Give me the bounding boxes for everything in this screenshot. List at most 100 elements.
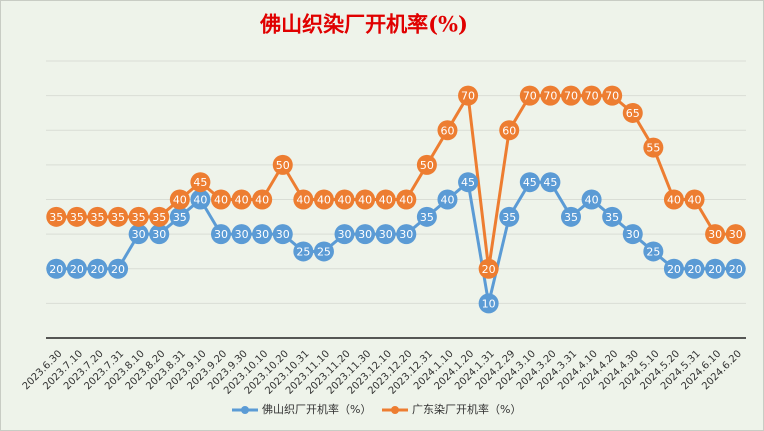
point bbox=[293, 189, 314, 210]
value-label: 30 bbox=[214, 228, 228, 241]
point bbox=[663, 258, 684, 279]
value-label: 40 bbox=[255, 194, 269, 207]
value-label: 20 bbox=[667, 263, 681, 276]
value-label: 30 bbox=[729, 228, 743, 241]
point bbox=[643, 241, 664, 262]
value-label: 35 bbox=[605, 211, 619, 224]
point bbox=[334, 189, 355, 210]
value-label: 35 bbox=[111, 211, 125, 224]
point bbox=[725, 224, 746, 245]
legend-swatch-dot bbox=[241, 406, 249, 414]
value-label: 45 bbox=[543, 176, 557, 189]
point bbox=[108, 258, 129, 279]
point bbox=[375, 224, 396, 245]
value-label: 30 bbox=[708, 228, 722, 241]
value-label: 70 bbox=[564, 90, 578, 103]
value-label: 35 bbox=[49, 211, 63, 224]
point bbox=[416, 154, 437, 175]
value-label: 65 bbox=[626, 107, 640, 120]
point bbox=[622, 102, 643, 123]
point bbox=[725, 258, 746, 279]
value-label: 40 bbox=[173, 194, 187, 207]
point bbox=[540, 172, 561, 193]
point bbox=[684, 189, 705, 210]
value-label: 20 bbox=[482, 263, 496, 276]
point bbox=[396, 224, 417, 245]
value-label: 35 bbox=[173, 211, 187, 224]
point bbox=[313, 189, 334, 210]
value-label: 50 bbox=[420, 159, 434, 172]
value-label: 40 bbox=[193, 194, 207, 207]
point bbox=[46, 206, 67, 227]
point bbox=[231, 189, 252, 210]
point bbox=[252, 224, 273, 245]
value-label: 40 bbox=[235, 194, 249, 207]
value-label: 35 bbox=[564, 211, 578, 224]
value-label: 30 bbox=[255, 228, 269, 241]
point bbox=[519, 172, 540, 193]
point bbox=[663, 189, 684, 210]
point bbox=[622, 224, 643, 245]
value-label: 40 bbox=[440, 194, 454, 207]
point bbox=[602, 85, 623, 106]
chart-title: 佛山织染厂开机率(%) bbox=[259, 12, 468, 37]
point bbox=[272, 154, 293, 175]
legend-label: 广东染厂开机率（%） bbox=[412, 402, 521, 416]
value-label: 30 bbox=[276, 228, 290, 241]
value-label: 60 bbox=[502, 124, 516, 137]
point bbox=[293, 241, 314, 262]
value-label: 40 bbox=[358, 194, 372, 207]
point bbox=[705, 258, 726, 279]
value-label: 70 bbox=[523, 90, 537, 103]
point bbox=[458, 85, 479, 106]
value-label: 30 bbox=[235, 228, 249, 241]
value-label: 20 bbox=[708, 263, 722, 276]
value-label: 35 bbox=[70, 211, 84, 224]
point bbox=[478, 293, 499, 314]
point bbox=[416, 206, 437, 227]
value-label: 40 bbox=[214, 194, 228, 207]
point bbox=[396, 189, 417, 210]
point bbox=[87, 258, 108, 279]
value-label: 30 bbox=[358, 228, 372, 241]
point bbox=[190, 172, 211, 193]
point bbox=[211, 189, 231, 210]
value-label: 20 bbox=[90, 263, 104, 276]
point bbox=[149, 206, 170, 227]
point bbox=[561, 206, 581, 227]
value-label: 55 bbox=[646, 142, 660, 155]
point bbox=[581, 189, 602, 210]
point bbox=[169, 206, 190, 227]
point bbox=[108, 206, 129, 227]
value-label: 20 bbox=[49, 263, 63, 276]
point bbox=[272, 224, 293, 245]
point bbox=[458, 172, 479, 193]
point bbox=[602, 206, 623, 227]
point bbox=[499, 206, 520, 227]
point bbox=[684, 258, 705, 279]
legend-swatch-dot bbox=[391, 406, 399, 414]
series-line bbox=[56, 179, 736, 304]
value-label: 20 bbox=[111, 263, 125, 276]
value-label: 30 bbox=[338, 228, 352, 241]
value-label: 40 bbox=[296, 194, 310, 207]
value-label: 40 bbox=[667, 194, 681, 207]
point bbox=[355, 189, 376, 210]
point bbox=[66, 258, 87, 279]
point bbox=[478, 258, 499, 279]
point bbox=[355, 224, 376, 245]
value-label: 60 bbox=[440, 124, 454, 137]
point bbox=[231, 224, 252, 245]
point bbox=[437, 120, 458, 141]
legend-label: 佛山织厂开机率（%） bbox=[262, 402, 371, 416]
point bbox=[581, 85, 602, 106]
point bbox=[190, 189, 211, 210]
point bbox=[437, 189, 458, 210]
point bbox=[705, 224, 726, 245]
value-label: 70 bbox=[585, 90, 599, 103]
value-label: 25 bbox=[317, 245, 331, 258]
value-label: 45 bbox=[523, 176, 537, 189]
point bbox=[519, 85, 540, 106]
point bbox=[128, 206, 149, 227]
value-label: 30 bbox=[399, 228, 413, 241]
